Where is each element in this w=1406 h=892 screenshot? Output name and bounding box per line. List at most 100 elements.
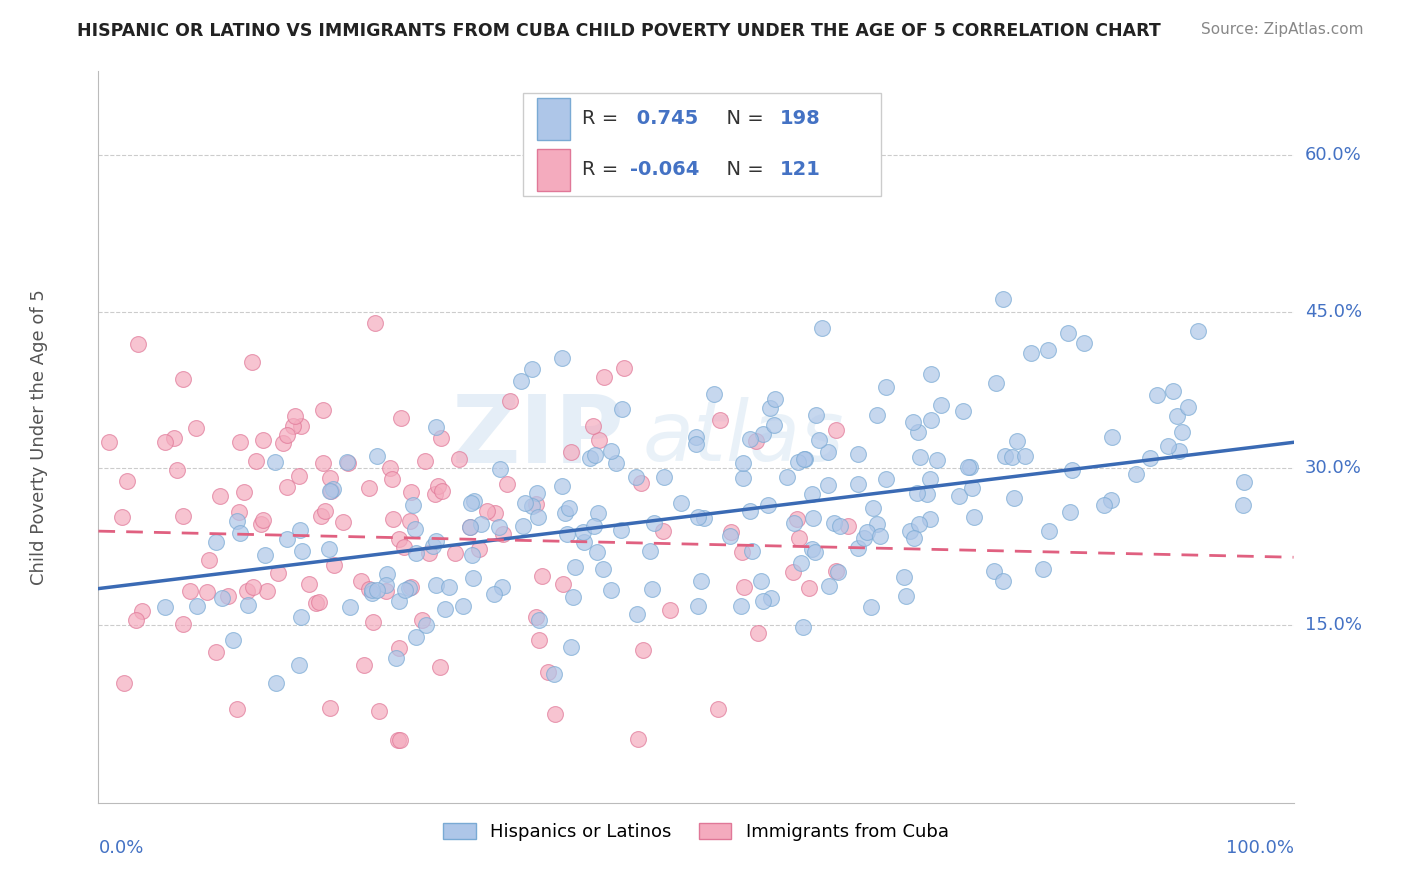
Point: [991, 292, 1014, 306]
Point: [825, 423, 848, 437]
Point: [1036, 343, 1059, 358]
Point: [579, 451, 602, 466]
Point: [782, 565, 804, 579]
Point: [991, 574, 1014, 588]
Text: R =: R =: [582, 160, 624, 179]
Point: [1032, 561, 1054, 575]
Point: [245, 454, 267, 468]
Point: [752, 426, 775, 441]
Point: [583, 449, 606, 463]
Point: [543, 667, 565, 681]
Point: [484, 506, 506, 520]
Point: [925, 453, 948, 467]
Point: [551, 479, 574, 493]
Point: [610, 402, 633, 417]
Point: [1187, 324, 1209, 338]
Point: [983, 564, 1005, 578]
Text: 30.0%: 30.0%: [1305, 459, 1361, 477]
Point: [127, 336, 149, 351]
Point: [336, 455, 359, 469]
Point: [281, 419, 304, 434]
Point: [233, 484, 256, 499]
Point: [405, 546, 427, 560]
Point: [526, 509, 548, 524]
Point: [276, 428, 298, 442]
Point: [1139, 450, 1161, 465]
Point: [392, 540, 415, 554]
Point: [756, 499, 779, 513]
Point: [1146, 388, 1168, 402]
Point: [685, 430, 707, 444]
Point: [322, 482, 344, 496]
Point: [776, 470, 799, 484]
Point: [790, 557, 813, 571]
Point: [828, 519, 851, 533]
Point: [319, 701, 342, 715]
Text: 198: 198: [779, 109, 820, 128]
Point: [264, 675, 287, 690]
Point: [520, 361, 543, 376]
Text: Source: ZipAtlas.com: Source: ZipAtlas.com: [1201, 22, 1364, 37]
Point: [461, 548, 484, 562]
Point: [398, 581, 420, 595]
Point: [792, 620, 814, 634]
Point: [366, 449, 388, 463]
Point: [1001, 450, 1024, 464]
Point: [800, 486, 823, 500]
Point: [707, 702, 730, 716]
Point: [803, 545, 825, 559]
Point: [388, 640, 411, 655]
Point: [846, 476, 869, 491]
Point: [531, 569, 554, 583]
Point: [359, 582, 381, 597]
Point: [600, 444, 623, 458]
Point: [374, 578, 396, 592]
Point: [855, 525, 877, 540]
Point: [117, 475, 139, 489]
Text: 45.0%: 45.0%: [1305, 302, 1362, 321]
Point: [787, 531, 810, 545]
Point: [738, 504, 761, 518]
Point: [249, 516, 271, 531]
Point: [402, 499, 425, 513]
Point: [588, 506, 610, 520]
Point: [1161, 384, 1184, 398]
Point: [613, 360, 636, 375]
Point: [537, 665, 560, 679]
Point: [793, 452, 815, 467]
Point: [562, 590, 585, 604]
Point: [513, 496, 536, 510]
Point: [896, 590, 918, 604]
Point: [915, 487, 938, 501]
Point: [786, 454, 808, 468]
Point: [375, 567, 398, 582]
Point: [1059, 505, 1081, 519]
Point: [226, 701, 249, 715]
Point: [364, 316, 387, 330]
Point: [1166, 409, 1188, 424]
Point: [959, 459, 981, 474]
Point: [423, 487, 446, 501]
Text: ZIP: ZIP: [451, 391, 624, 483]
Point: [418, 546, 440, 560]
Point: [382, 512, 405, 526]
Point: [422, 539, 444, 553]
Point: [817, 444, 839, 458]
Point: [846, 541, 869, 555]
Point: [319, 471, 342, 485]
Point: [626, 731, 648, 746]
Point: [527, 633, 550, 648]
Point: [1005, 434, 1028, 448]
Point: [799, 581, 821, 595]
Point: [718, 529, 741, 543]
Point: [686, 510, 709, 524]
Point: [801, 511, 824, 525]
Text: R =: R =: [582, 109, 624, 128]
Point: [425, 578, 447, 592]
Text: 100.0%: 100.0%: [1226, 839, 1294, 857]
Point: [510, 374, 533, 388]
Point: [332, 515, 354, 529]
Text: N =: N =: [714, 109, 770, 128]
Point: [378, 460, 401, 475]
Point: [793, 452, 815, 467]
